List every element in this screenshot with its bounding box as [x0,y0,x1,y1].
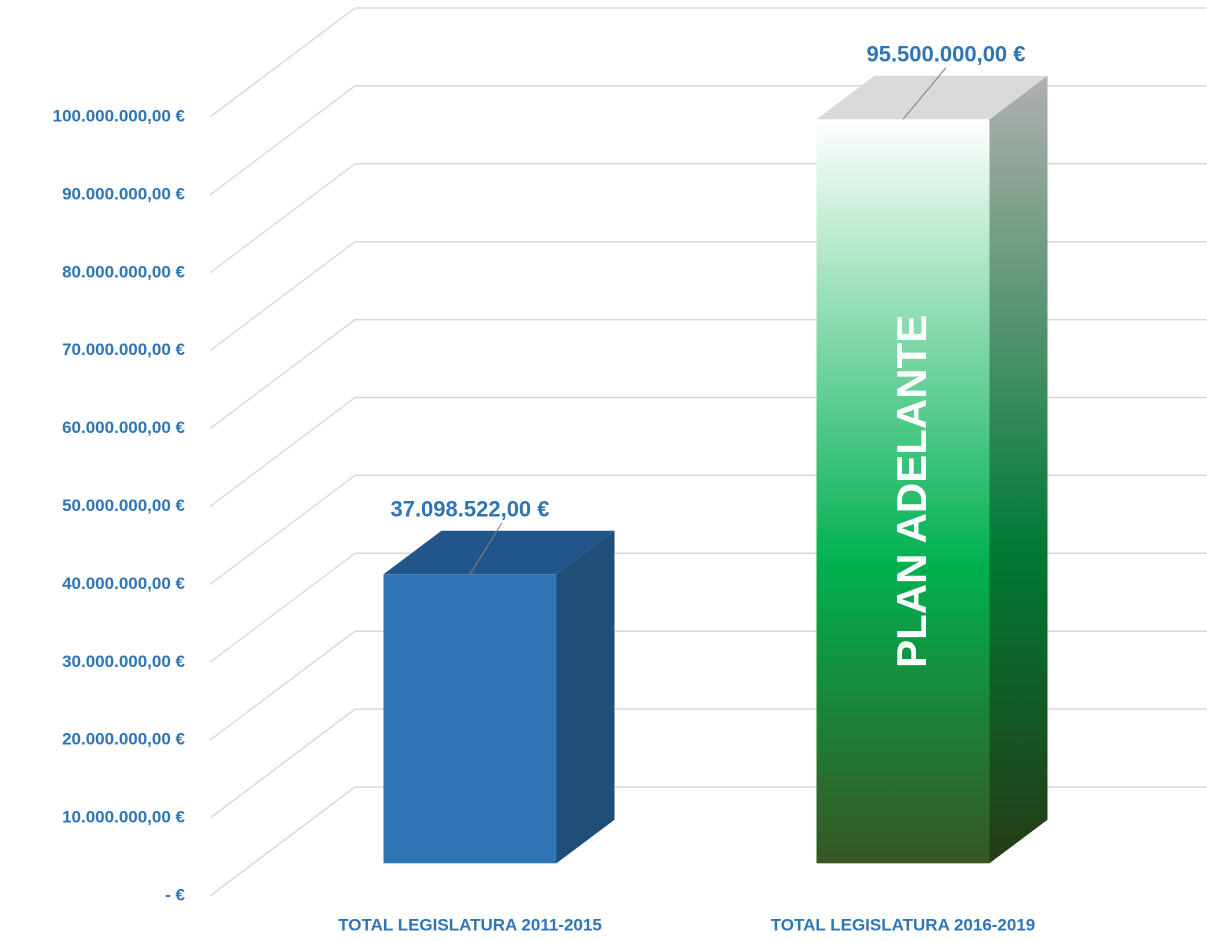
bar [816,119,990,864]
y-tick-label: 60.000.000,00 € [62,418,185,437]
y-tick-label: - € [165,885,185,904]
y-tick-label: 40.000.000,00 € [62,574,185,593]
bar-top [816,75,1048,120]
leader-line [902,67,947,120]
y-tick-label: 90.000.000,00 € [62,184,185,203]
grid-line [209,474,356,585]
value-label: 95.500.000,00 € [866,42,1025,67]
y-tick-label: 30.000.000,00 € [62,652,185,671]
y-tick-label: 50.000.000,00 € [62,496,185,515]
grid-line [209,163,356,274]
bar-side [989,75,1048,864]
x-tick-label: TOTAL LEGISLATURA 2011-2015 [338,915,602,934]
y-tick-label: 100.000.000,00 € [53,106,186,125]
y-tick-label: 70.000.000,00 € [62,340,185,359]
bar [383,574,557,864]
grid-line [209,85,356,196]
y-tick-label: 20.000.000,00 € [62,730,185,749]
grid-line [209,7,356,118]
grid-line [209,708,356,819]
bar-side [556,530,615,864]
leader-line [469,522,503,575]
grid-line [209,241,356,352]
grid-line [209,786,356,897]
grid-line [209,396,356,508]
value-label: 37.098.522,00 € [390,497,549,522]
grid-line [209,552,356,663]
annotation: PLAN ADELANTE [888,315,935,668]
grid-line [209,319,356,430]
grid-line [209,630,356,741]
y-tick-label: 10.000.000,00 € [62,808,185,827]
bar-top [383,530,615,575]
x-tick-label: TOTAL LEGISLATURA 2016-2019 [771,915,1036,934]
y-tick-label: 80.000.000,00 € [62,262,185,281]
